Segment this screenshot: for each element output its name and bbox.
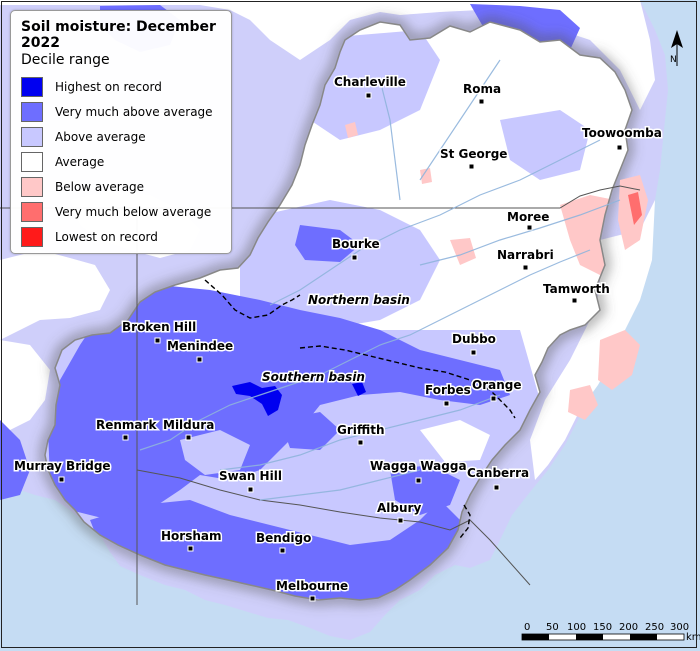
town-label: Murray Bridge bbox=[14, 459, 111, 473]
scale-tick: 150 bbox=[593, 622, 612, 633]
rivers bbox=[139, 59, 621, 501]
legend-item: Highest on record bbox=[21, 74, 221, 99]
town-label: Bendigo bbox=[256, 531, 311, 545]
state-borders bbox=[0, 185, 641, 605]
town-label: Renmark bbox=[96, 418, 157, 432]
town-label: Roma bbox=[463, 82, 501, 96]
legend-label: Below average bbox=[55, 179, 145, 194]
blob-west bbox=[0, 420, 30, 500]
legend-swatch bbox=[21, 176, 43, 197]
scale-tick: 50 bbox=[546, 622, 559, 633]
legend-item: Below average bbox=[21, 174, 221, 199]
red-coast bbox=[628, 192, 642, 225]
town-label: Narrabri bbox=[497, 248, 554, 262]
scale-tick: 0 bbox=[524, 622, 530, 633]
basin-divide bbox=[204, 279, 516, 419]
basin-boundary bbox=[44, 21, 633, 601]
land-average-west bbox=[0, 250, 110, 340]
legend-item: Above average bbox=[21, 124, 221, 149]
scale-tick: 300 bbox=[670, 622, 689, 633]
southern-basin-label: Southern basin bbox=[262, 370, 365, 384]
pink-coast-1 bbox=[598, 330, 640, 390]
legend-label: Very much below average bbox=[55, 204, 212, 219]
legend-subtitle: Decile range bbox=[21, 52, 110, 68]
legend-swatch bbox=[21, 226, 43, 247]
town-label: Menindee bbox=[167, 339, 233, 353]
scale-unit: km bbox=[686, 632, 700, 643]
north-label: N bbox=[670, 55, 677, 65]
town-label: Charleville bbox=[334, 75, 406, 89]
town-label: St George bbox=[440, 147, 507, 161]
legend-swatch bbox=[21, 126, 43, 147]
town-label: Swan Hill bbox=[219, 469, 282, 483]
town-label: Broken Hill bbox=[122, 320, 196, 334]
town-label: Horsham bbox=[161, 529, 222, 543]
town-label: Canberra bbox=[467, 466, 529, 480]
town-label: Tamworth bbox=[543, 282, 610, 296]
scale-tick: 100 bbox=[567, 622, 586, 633]
town-label: Griffith bbox=[337, 423, 385, 437]
legend: Soil moisture: December 2022 Decile rang… bbox=[10, 10, 232, 254]
legend-label: Lowest on record bbox=[55, 229, 158, 244]
town-label: Moree bbox=[507, 210, 549, 224]
town-label: Forbes bbox=[425, 383, 471, 397]
legend-item: Average bbox=[21, 149, 221, 174]
legend-swatch bbox=[21, 76, 43, 97]
north-arrow-icon: N bbox=[670, 30, 683, 66]
legend-title: Soil moisture: December 2022 bbox=[21, 19, 216, 51]
scale-tick: 250 bbox=[645, 622, 664, 633]
town-label: Mildura bbox=[163, 418, 214, 432]
town-label: Bourke bbox=[332, 237, 380, 251]
northern-basin-label: Northern basin bbox=[308, 293, 410, 307]
basin-divide-2 bbox=[459, 504, 471, 539]
land-average-east-coast bbox=[530, 200, 655, 480]
legend-label: Average bbox=[55, 154, 105, 169]
legend-swatch bbox=[21, 101, 43, 122]
town-label: Dubbo bbox=[452, 332, 496, 346]
town-markers bbox=[58, 92, 623, 602]
land-average-north bbox=[0, 0, 655, 110]
town-label: Orange bbox=[472, 378, 522, 392]
pink-coast-2 bbox=[568, 385, 598, 420]
legend-swatch bbox=[21, 151, 43, 172]
legend-label: Above average bbox=[55, 129, 146, 144]
town-label: Wagga Wagga bbox=[370, 459, 467, 473]
town-label: Toowoomba bbox=[582, 126, 662, 140]
legend-items: Highest on record Very much above averag… bbox=[21, 74, 221, 249]
scale-bar: 0 50 100 150 200 250 300 km bbox=[521, 622, 700, 643]
town-label: Albury bbox=[377, 501, 421, 515]
legend-swatch bbox=[21, 201, 43, 222]
legend-item: Very much below average bbox=[21, 199, 221, 224]
legend-label: Highest on record bbox=[55, 79, 162, 94]
land-average-west-2 bbox=[0, 340, 50, 440]
town-label: Melbourne bbox=[276, 579, 348, 593]
legend-item: Lowest on record bbox=[21, 224, 221, 249]
legend-label: Very much above average bbox=[55, 104, 213, 119]
scale-tick: 200 bbox=[619, 622, 638, 633]
legend-item: Very much above average bbox=[21, 99, 221, 124]
